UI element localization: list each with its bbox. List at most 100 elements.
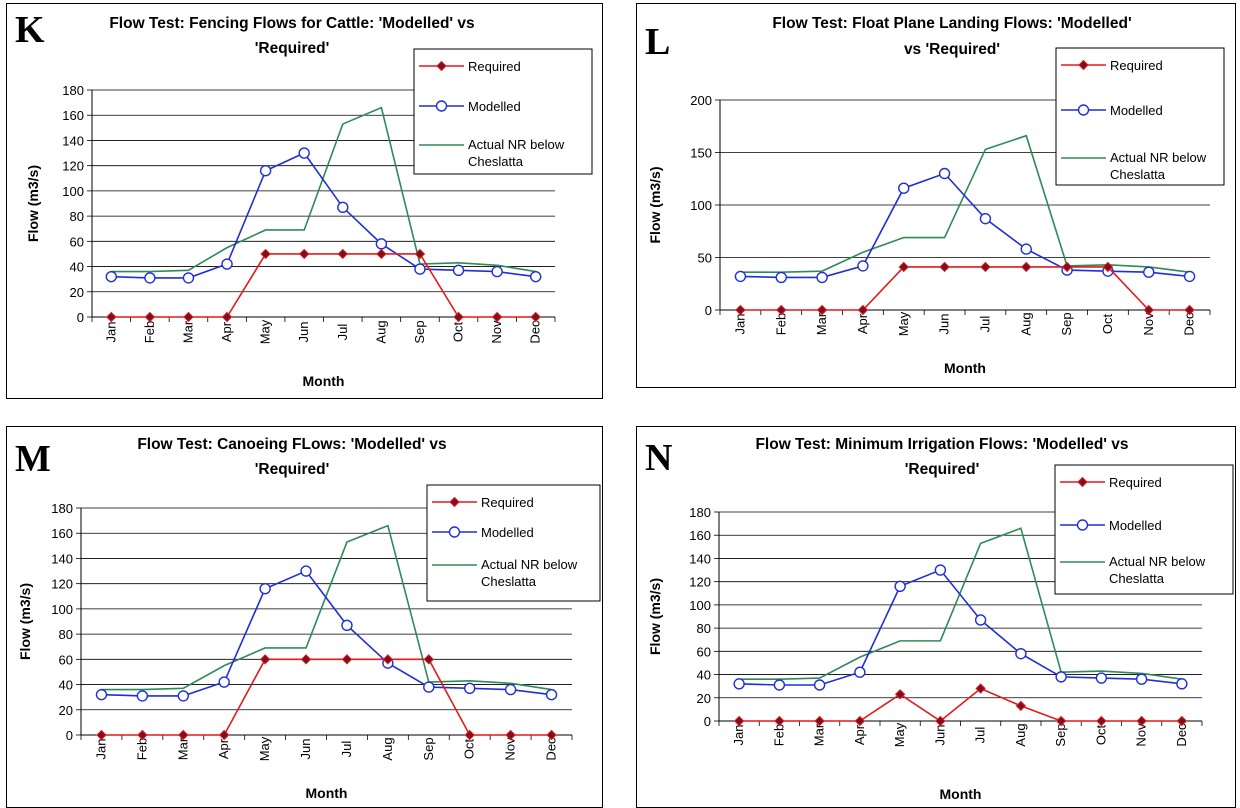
point-required — [219, 729, 230, 741]
y-tick-label: 80 — [59, 627, 73, 642]
y-tick-label: 120 — [62, 159, 84, 174]
y-tick-label: 40 — [70, 260, 84, 275]
point-required — [733, 715, 745, 727]
point-required — [1021, 261, 1032, 273]
series-line-modelled — [101, 570, 552, 697]
point-required — [1061, 261, 1073, 273]
x-tick-label: May — [896, 311, 911, 336]
point-required — [183, 311, 194, 323]
chart-panel-n: N Flow Test: Minimum Irrigation Flows: 'M… — [636, 426, 1236, 808]
point-modelled — [1176, 678, 1188, 690]
chart-n: N Flow Test: Minimum Irrigation Flows: 'M… — [645, 436, 1234, 802]
x-tick-label: Dec — [528, 320, 543, 344]
point-modelled — [337, 201, 349, 213]
y-tick-label: 160 — [689, 528, 711, 543]
legend-label-actual: Actual NR below — [1110, 150, 1207, 165]
point-modelled — [105, 270, 117, 283]
x-tick-label: Oct — [1100, 314, 1115, 335]
point-required — [423, 654, 434, 665]
point-required — [376, 248, 387, 260]
x-tick-label: Jul — [977, 316, 992, 333]
point-required — [1136, 715, 1147, 727]
y-tick-label: 100 — [51, 602, 73, 617]
x-tick-label: Mar — [180, 320, 195, 343]
x-tick-label: Jan — [103, 322, 118, 343]
point-required — [735, 304, 746, 316]
legend: Required Modelled Actual NR below Cheslatta — [1054, 464, 1234, 595]
point-modelled — [813, 679, 826, 691]
point-required — [491, 311, 503, 323]
series-line-actual — [740, 134, 1190, 274]
point-modelled — [464, 682, 476, 695]
point-required — [894, 689, 906, 700]
point-modelled — [934, 564, 947, 576]
point-required — [935, 715, 946, 727]
series-line-modelled — [739, 569, 1182, 686]
legend-box — [413, 48, 593, 175]
legend-label-actual: Cheslatta — [481, 574, 537, 589]
y-tick-label: 160 — [51, 526, 73, 541]
y-axis-label: Flow (m3/s) — [647, 578, 663, 655]
y-tick-label: 20 — [697, 691, 711, 706]
point-required — [464, 729, 475, 741]
point-modelled — [1055, 671, 1067, 683]
y-tick-label: 140 — [51, 551, 73, 566]
legend-label-modelled: Modelled — [481, 525, 534, 540]
chart-title-line: Flow Test: Fencing Flows for Cattle: 'Mo… — [109, 15, 474, 32]
x-tick-label: Apr — [219, 321, 234, 342]
point-required — [1176, 715, 1188, 727]
point-required — [1184, 304, 1195, 316]
point-modelled — [1183, 270, 1196, 283]
x-tick-label: Mar — [812, 723, 827, 746]
legend: Required Modelled Actual NR below Cheslatta — [426, 484, 601, 602]
point-modelled — [1143, 266, 1155, 278]
x-tick-label: Jun — [937, 314, 952, 335]
legend-label-modelled: Modelled — [1110, 103, 1163, 118]
y-tick-label: 120 — [689, 575, 711, 590]
y-tick-label: 60 — [59, 652, 73, 667]
x-tick-label: Apr — [855, 313, 870, 334]
point-required — [96, 729, 107, 741]
y-axis-label: Flow (m3/s) — [647, 166, 663, 243]
legend-marker-required — [1078, 59, 1089, 71]
x-tick-label: Dec — [1174, 723, 1189, 747]
point-required — [774, 715, 785, 727]
point-required — [980, 261, 991, 273]
x-tick-label: Oct — [1093, 725, 1108, 746]
y-tick-label: 140 — [689, 551, 711, 566]
point-required — [414, 248, 426, 260]
x-tick-label: Jul — [973, 727, 988, 744]
y-tick-label: 180 — [51, 501, 73, 516]
x-tick-label: Feb — [773, 313, 788, 335]
legend-marker-required — [1077, 476, 1088, 488]
y-tick-label: 0 — [66, 728, 73, 743]
legend-label-actual: Actual NR below — [481, 557, 578, 572]
legend-marker-modelled — [1077, 104, 1090, 116]
x-tick-label: Dec — [1182, 312, 1197, 336]
legend-label-required: Required — [1110, 58, 1163, 73]
x-tick-label: May — [258, 319, 273, 344]
y-tick-label: 0 — [704, 714, 711, 729]
point-required — [857, 304, 869, 316]
point-modelled — [857, 260, 869, 272]
series-line-modelled — [740, 172, 1190, 279]
x-tick-label: Jul — [339, 741, 354, 758]
point-modelled — [414, 263, 426, 275]
legend-label-modelled: Modelled — [1109, 518, 1162, 533]
x-tick-label: Nov — [1134, 723, 1149, 747]
panel-letter: M — [15, 438, 51, 480]
legend-marker-modelled — [435, 100, 448, 112]
x-tick-label: Mar — [175, 737, 190, 760]
chart-panel-l: L Flow Test: Float Plane Landing Flows: '… — [636, 3, 1236, 388]
x-tick-label: Aug — [1018, 312, 1033, 335]
y-tick-label: 40 — [697, 668, 711, 683]
point-required — [337, 248, 348, 260]
point-required — [1096, 715, 1107, 727]
panel-letter: N — [645, 437, 672, 479]
x-tick-label: Jan — [93, 739, 108, 760]
point-modelled — [816, 271, 828, 284]
point-required — [260, 248, 271, 260]
legend-label-modelled: Modelled — [468, 99, 521, 114]
legend-marker-required — [436, 60, 447, 72]
point-modelled — [1015, 647, 1027, 660]
